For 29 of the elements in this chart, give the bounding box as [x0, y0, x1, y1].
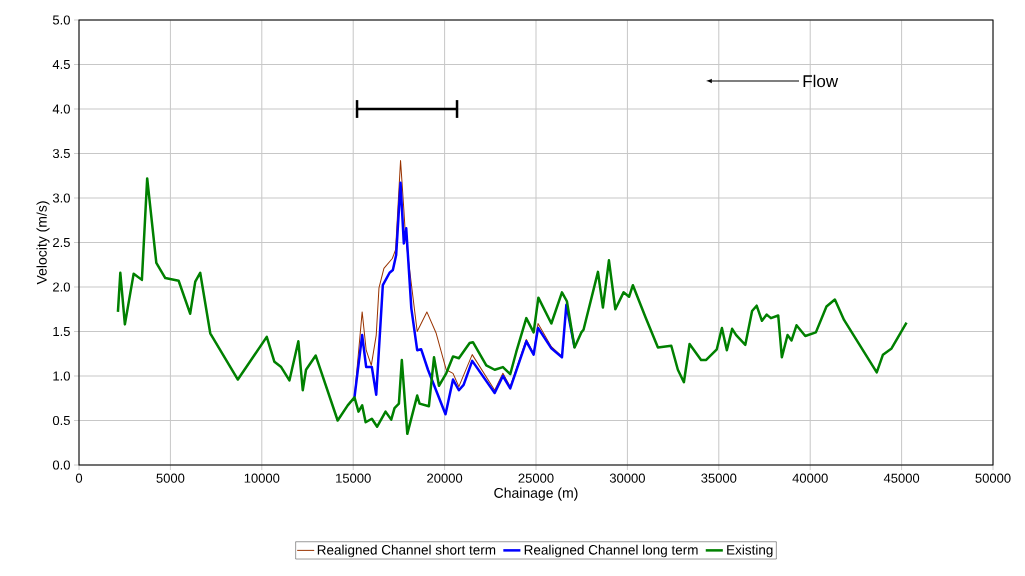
y-tick-label: 5.0	[52, 15, 70, 25]
x-tick-label: 5000	[156, 473, 185, 483]
y-axis-title: Velocity (m/s)	[36, 201, 50, 285]
y-tick-label: 0.5	[52, 415, 70, 426]
y-tick-label: 3.0	[52, 193, 70, 203]
x-tick-label: 15000	[336, 473, 371, 483]
y-tick-label: 1.0	[53, 371, 70, 381]
y-tick-label: 3.5	[52, 148, 70, 159]
y-tick-label: 4.5	[52, 59, 70, 70]
x-tick-label: 20000	[427, 473, 463, 483]
line-series	[116, 177, 908, 436]
x-tick-label: 25000	[518, 473, 554, 483]
y-tick-label: 4.0	[52, 104, 70, 114]
x-tick-label: 50000	[975, 473, 1011, 483]
x-tick-label: 0	[75, 473, 83, 483]
y-tick-label: 0.0	[52, 460, 70, 470]
x-tick-label: 45000	[883, 473, 920, 483]
legend-label: Realigned Channel short term	[317, 544, 496, 558]
x-tick-label: 30000	[609, 473, 645, 483]
annotation: Flow	[803, 74, 839, 88]
legend-label: Realigned Channel long term	[524, 544, 698, 558]
legend-label: Existing	[727, 544, 773, 558]
y-tick-label: 2.5	[53, 237, 70, 248]
y-tick-label: 1.5	[53, 326, 70, 337]
x-tick-label: 35000	[701, 473, 737, 483]
x-tick-label: 40000	[792, 473, 828, 483]
x-tick-label: 10000	[244, 473, 280, 483]
x-axis-title: Chainage (m)	[494, 487, 578, 501]
y-tick-label: 2.0	[53, 282, 70, 292]
